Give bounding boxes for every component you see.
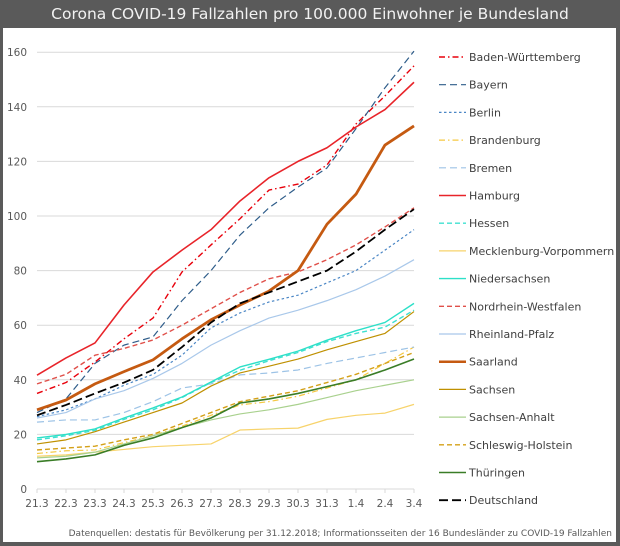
y-tick-label: 80 (14, 266, 27, 278)
y-tick-label: 60 (14, 320, 27, 332)
series-line-rheinland-pfalz (36, 259, 415, 419)
y-tick-label: 120 (7, 156, 27, 168)
legend-label: Hessen (469, 217, 509, 230)
series-line-nordrhein-westfalen (36, 207, 415, 385)
line-chart: 0 20 40 60 80 100 120 140 160 21.3 22.3 23.3 24.3 25… (7, 47, 614, 510)
legend-label: Saarland (469, 356, 518, 369)
legend-label: Niedersachsen (469, 273, 550, 286)
x-tick-label: 1.4 (348, 498, 365, 510)
series-line-bayern (36, 50, 415, 414)
legend-label: Rheinland-Pfalz (469, 328, 554, 341)
y-tick-label: 0 (20, 484, 27, 496)
x-axis: 21.3 22.3 23.3 24.3 25.3 26.3 27.3 28.3 29.3 30.3… (25, 488, 423, 510)
x-tick-label: 26.3 (170, 498, 193, 510)
x-tick-label: 3.4 (406, 498, 423, 510)
series-line-saarland (36, 124, 415, 412)
chart-panel: 0 20 40 60 80 100 120 140 160 21.3 22.3 23.3 24.3 25… (3, 28, 616, 542)
x-tick-label: 24.3 (112, 498, 135, 510)
chart-title: Corona COVID-19 Fallzahlen pro 100.000 E… (51, 5, 569, 23)
y-axis-ticks: 0 20 40 60 80 100 120 140 160 (7, 47, 27, 496)
series-lines (36, 50, 415, 463)
x-tick-label: 31.3 (315, 498, 338, 510)
legend-label: Baden-Württemberg (469, 51, 581, 64)
legend-label: Sachsen-Anhalt (469, 411, 555, 424)
series-line-hessen (36, 309, 415, 441)
series-line-th-ringen (36, 358, 415, 463)
x-tick-label: 25.3 (141, 498, 164, 510)
y-tick-label: 100 (7, 211, 27, 223)
series-line-mecklenburg-vorpommern (36, 403, 415, 457)
data-source-note: Datenquellen: destatis für Bevölkerung p… (68, 529, 612, 539)
legend-label: Brandenburg (469, 134, 541, 147)
x-tick-label: 21.3 (25, 498, 48, 510)
series-line-berlin (36, 229, 415, 418)
legend-label: Berlin (469, 106, 501, 119)
series-line-sachsen-anhalt (36, 379, 415, 459)
series-line-niedersachsen (36, 302, 415, 439)
x-tick-label: 28.3 (228, 498, 251, 510)
legend-label: Thüringen (468, 467, 525, 480)
legend-label: Mecklenburg-Vorpommern (469, 245, 614, 258)
y-tick-label: 40 (14, 375, 27, 387)
legend-label: Bayern (469, 79, 508, 92)
series-line-deutschland (36, 208, 415, 417)
x-tick-label: 22.3 (54, 498, 77, 510)
legend-label: Nordrhein-Westfalen (469, 300, 581, 313)
y-tick-label: 20 (14, 429, 27, 441)
legend-label: Deutschland (469, 494, 538, 507)
series-line-sachsen (36, 311, 415, 445)
legend-label: Sachsen (469, 383, 515, 396)
x-tick-label: 27.3 (199, 498, 222, 510)
series-line-hamburg (36, 81, 415, 376)
y-tick-label: 140 (7, 102, 27, 114)
x-tick-label: 2.4 (377, 498, 394, 510)
x-tick-label: 29.3 (257, 498, 280, 510)
x-tick-label: 23.3 (83, 498, 106, 510)
legend-label: Schleswig-Holstein (469, 439, 572, 452)
series-line-schleswig-holstein (36, 351, 415, 451)
legend-label: Hamburg (469, 190, 520, 203)
x-tick-label: 30.3 (286, 498, 309, 510)
series-line-bremen (36, 346, 415, 423)
legend-label: Bremen (469, 162, 512, 175)
legend: Baden-Württemberg Bayern Berlin Brandenburg… (439, 51, 614, 507)
y-tick-label: 160 (7, 47, 27, 59)
